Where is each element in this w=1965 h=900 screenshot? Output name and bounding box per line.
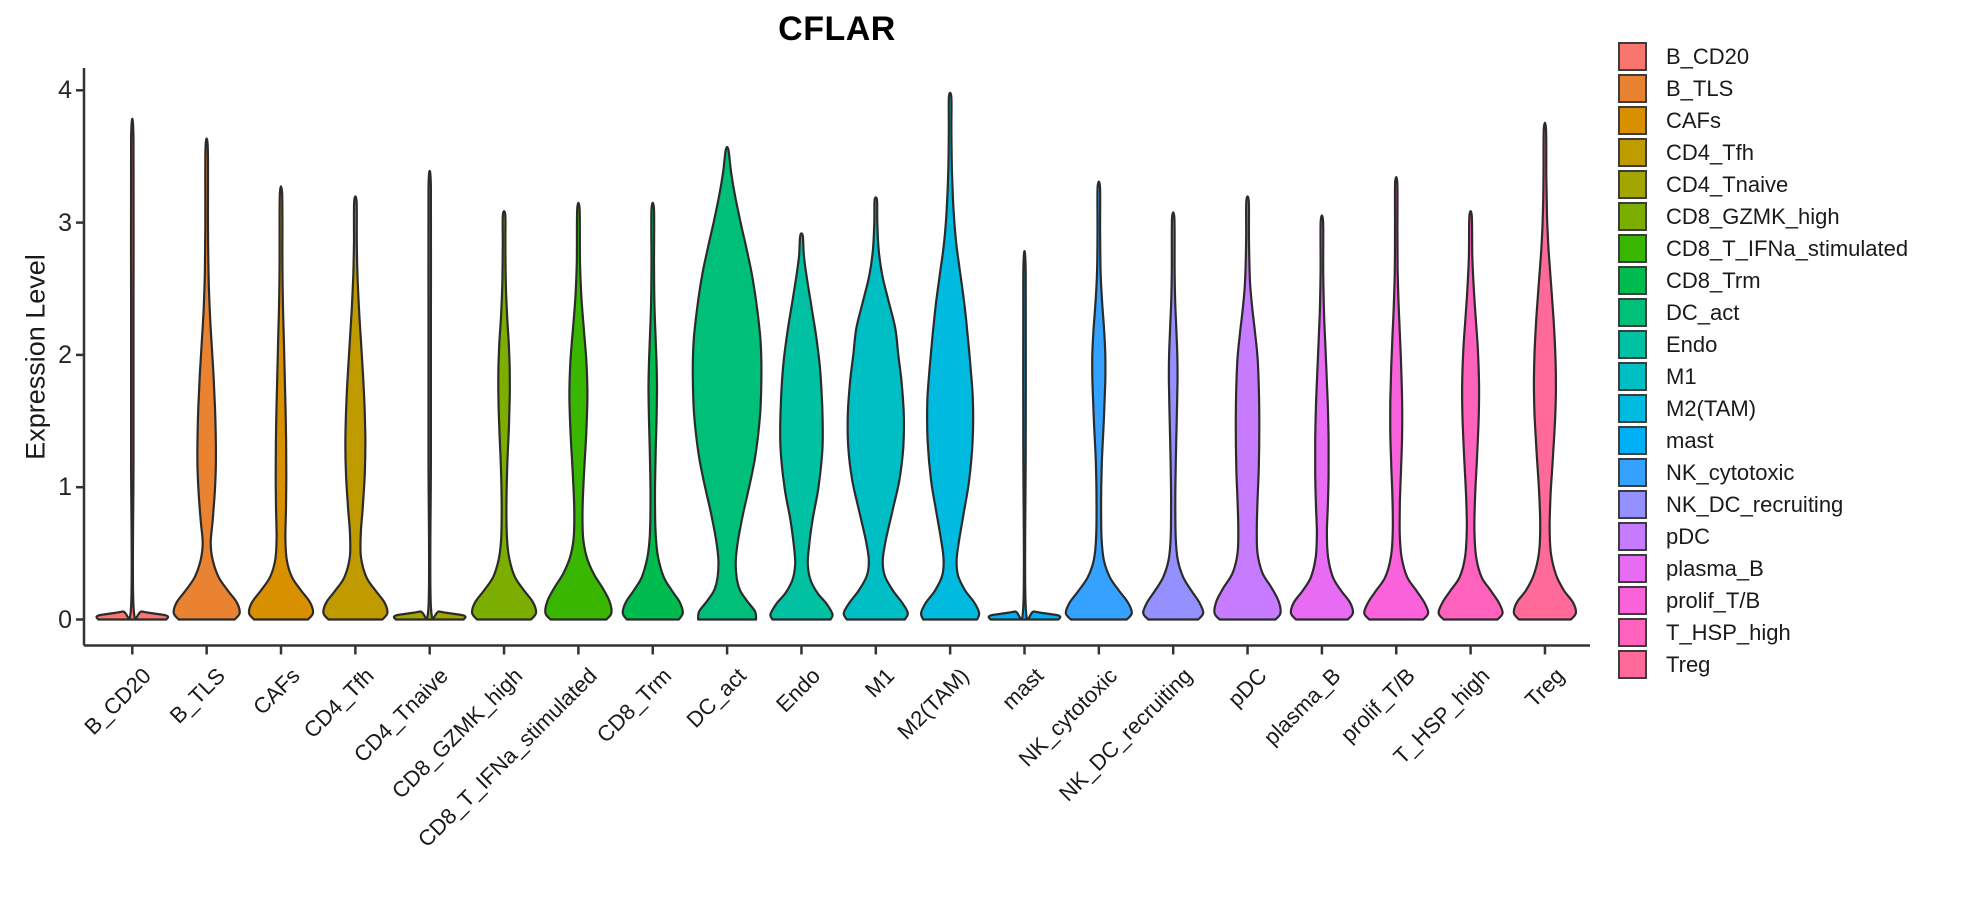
- violin-T_HSP_high: [1437, 209, 1504, 621]
- legend-label: plasma_B: [1666, 556, 1764, 581]
- y-tick-label-2: 2: [58, 340, 72, 369]
- violin-CAFs: [247, 185, 315, 621]
- violin-CD8_Trm: [621, 201, 684, 621]
- legend-label: T_HSP_high: [1666, 620, 1791, 645]
- legend-label: B_CD20: [1666, 44, 1750, 69]
- plot-title: CFLAR: [778, 10, 896, 48]
- violin-plasma_B: [1289, 214, 1355, 621]
- violin-CD4_Tnaive: [392, 169, 467, 621]
- legend-label: prolif_T/B: [1666, 588, 1761, 613]
- legend-label: DC_act: [1666, 300, 1740, 325]
- legend-swatch-Treg: [1618, 650, 1647, 679]
- legend-swatch-CD4_Tnaive: [1618, 170, 1647, 199]
- legend-swatch-plasma_B: [1618, 554, 1647, 583]
- legend-label: Endo: [1666, 332, 1718, 357]
- legend-swatch-M2(TAM): [1618, 394, 1647, 423]
- legend-label: M1: [1666, 364, 1697, 389]
- violin-Treg: [1512, 121, 1578, 621]
- y-tick-label-0: 0: [58, 605, 72, 634]
- violin-prolif_T/B: [1363, 176, 1430, 621]
- violin-M2(TAM): [919, 91, 981, 621]
- violin-B_CD20: [95, 117, 170, 621]
- legend-swatch-CD8_GZMK_high: [1618, 202, 1647, 231]
- violin-M1: [842, 196, 909, 621]
- legend-swatch-CAFs: [1618, 106, 1647, 135]
- legend-label: M2(TAM): [1666, 396, 1757, 421]
- legend-label: CD4_Tfh: [1666, 140, 1755, 165]
- legend-label: CD8_T_IFNa_stimulated: [1666, 236, 1909, 261]
- legend-label: CD4_Tnaive: [1666, 172, 1789, 197]
- legend-swatch-CD8_T_IFNa_stimulated: [1618, 234, 1647, 263]
- legend-label: Treg: [1666, 652, 1711, 677]
- legend-label: B_TLS: [1666, 76, 1734, 101]
- legend-swatch-Endo: [1618, 330, 1647, 359]
- legend-label: NK_cytotoxic: [1666, 460, 1795, 485]
- violin-NK_DC_recruiting: [1142, 211, 1205, 621]
- violin-CD8_GZMK_high: [470, 210, 538, 621]
- legend-label: CD8_GZMK_high: [1666, 204, 1840, 229]
- legend-swatch-mast: [1618, 426, 1647, 455]
- violin-mast: [987, 249, 1062, 621]
- legend-swatch-CD4_Tfh: [1618, 138, 1647, 167]
- legend-swatch-T_HSP_high: [1618, 618, 1647, 647]
- legend-swatch-pDC: [1618, 522, 1647, 551]
- violin-NK_cytotoxic: [1064, 180, 1133, 621]
- legend-swatch-B_CD20: [1618, 42, 1647, 71]
- legend-swatch-M1: [1618, 362, 1647, 391]
- violin-DC_act: [691, 145, 763, 621]
- legend-swatch-NK_cytotoxic: [1618, 458, 1647, 487]
- legend-label: NK_DC_recruiting: [1666, 492, 1844, 517]
- legend-label: CD8_Trm: [1666, 268, 1761, 293]
- legend-swatch-DC_act: [1618, 298, 1647, 327]
- violin-pDC: [1213, 195, 1282, 621]
- legend-swatch-B_TLS: [1618, 74, 1647, 103]
- legend-label: pDC: [1666, 524, 1711, 549]
- y-tick-label-3: 3: [58, 208, 72, 237]
- y-tick-label-1: 1: [58, 473, 72, 502]
- violin-CD8_T_IFNa_stimulated: [544, 201, 613, 621]
- legend-label: mast: [1666, 428, 1714, 453]
- y-tick-label-4: 4: [58, 76, 72, 105]
- legend-swatch-CD8_Trm: [1618, 266, 1647, 295]
- legend-swatch-NK_DC_recruiting: [1618, 490, 1647, 519]
- violin-CD4_Tfh: [322, 195, 389, 621]
- legend-label: CAFs: [1666, 108, 1721, 133]
- violin-Endo: [769, 232, 834, 621]
- violin-B_TLS: [172, 137, 241, 621]
- legend-swatch-prolif_T/B: [1618, 586, 1647, 615]
